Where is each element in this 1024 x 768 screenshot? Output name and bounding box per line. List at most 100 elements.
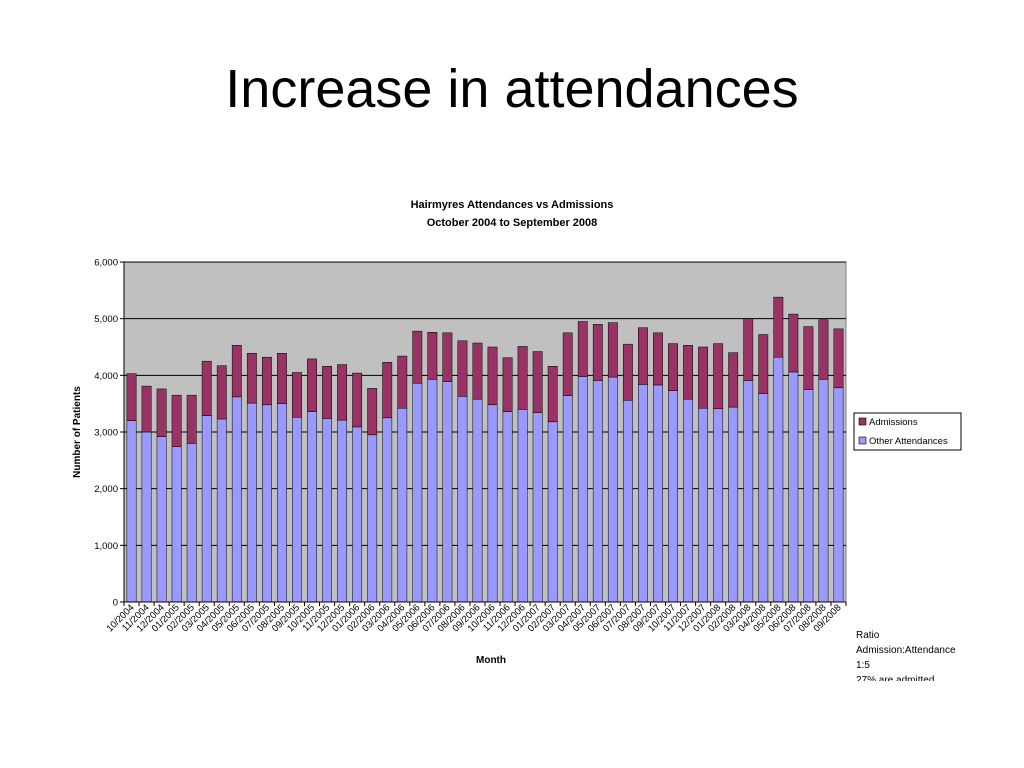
bar-admissions xyxy=(277,352,287,404)
bar-admissions xyxy=(261,356,272,406)
bar-other-attendances xyxy=(412,383,423,603)
bar-admissions xyxy=(216,365,227,420)
legend: Admissions Other Attendances xyxy=(853,412,962,451)
legend-swatch-admissions xyxy=(858,417,867,426)
bar-admissions xyxy=(758,334,769,394)
bar-admissions xyxy=(607,322,618,378)
bar-other-attendances xyxy=(788,371,799,603)
bar-other-attendances xyxy=(607,376,618,603)
bar-admissions xyxy=(382,362,393,419)
bar-other-attendances xyxy=(683,398,693,603)
bar-admissions xyxy=(653,332,663,386)
bar-admissions xyxy=(352,372,363,428)
note-line-3: 1:5 xyxy=(856,660,870,671)
bar-other-attendances xyxy=(307,411,317,603)
bar-other-attendances xyxy=(728,406,739,603)
bar-admissions xyxy=(668,343,678,391)
bar-admissions xyxy=(803,326,814,390)
bar-admissions xyxy=(367,388,378,436)
bar-other-attendances xyxy=(577,376,588,603)
gridlines xyxy=(124,261,846,546)
bar-other-attendances xyxy=(833,387,844,603)
y-tick-label: 4,000 xyxy=(94,371,118,382)
bar-other-attendances xyxy=(743,380,754,603)
bar-admissions xyxy=(818,319,829,380)
bar-other-attendances xyxy=(231,396,242,603)
bar-admissions xyxy=(713,343,724,410)
bar-admissions xyxy=(698,346,709,409)
bar-admissions xyxy=(246,352,257,404)
chart-subtitle: October 2004 to September 2008 xyxy=(427,217,598,229)
bar-admissions xyxy=(171,394,182,447)
note-line-4: 27% are admitted xyxy=(856,675,934,686)
bar-admissions xyxy=(141,385,152,433)
bar-other-attendances xyxy=(277,403,287,603)
bar-other-attendances xyxy=(216,418,227,603)
bar-other-attendances xyxy=(126,420,137,603)
bar-admissions xyxy=(472,342,483,400)
bar-other-attendances xyxy=(337,419,348,603)
bar-other-attendances xyxy=(653,384,663,603)
legend-box xyxy=(853,412,962,451)
bar-admissions xyxy=(337,364,348,421)
bar-other-attendances xyxy=(246,402,257,603)
bar-other-attendances xyxy=(773,356,784,603)
bar-admissions xyxy=(442,332,453,382)
bar-other-attendances xyxy=(186,443,197,603)
bar-other-attendances xyxy=(472,398,483,603)
bar-admissions xyxy=(562,332,573,396)
bar-other-attendances xyxy=(367,434,378,603)
bars xyxy=(126,296,844,603)
bar-other-attendances xyxy=(622,400,633,603)
note-line-2: Admission:Attendance xyxy=(856,645,956,656)
bar-admissions xyxy=(502,357,513,412)
bar-other-attendances xyxy=(352,426,363,603)
bar-admissions xyxy=(788,313,799,373)
bar-admissions xyxy=(833,328,844,389)
bar-other-attendances xyxy=(201,415,212,603)
bar-other-attendances xyxy=(818,379,829,603)
bar-admissions xyxy=(622,343,633,401)
bar-admissions xyxy=(743,318,754,381)
y-tick-label: 3,000 xyxy=(94,428,118,439)
x-axis-title: Month xyxy=(476,655,506,666)
bar-admissions xyxy=(547,366,558,423)
bar-other-attendances xyxy=(758,393,769,603)
bar-admissions xyxy=(773,296,784,358)
bar-other-attendances xyxy=(292,417,302,603)
bar-admissions xyxy=(683,345,693,400)
bar-admissions xyxy=(307,358,317,412)
bar-other-attendances xyxy=(382,417,393,603)
bar-admissions xyxy=(592,324,603,381)
bar-admissions xyxy=(201,360,212,416)
bar-admissions xyxy=(156,388,167,437)
bar-other-attendances xyxy=(171,446,182,603)
note-line-1: Ratio xyxy=(856,630,880,641)
bar-admissions xyxy=(186,394,197,444)
bar-admissions xyxy=(412,330,423,384)
bar-other-attendances xyxy=(442,381,453,603)
bar-admissions xyxy=(427,332,438,380)
bar-admissions xyxy=(577,321,588,377)
bar-other-attendances xyxy=(261,404,272,603)
axes: 01,0002,0003,0004,0005,0006,00010/200411… xyxy=(94,258,847,634)
bar-admissions xyxy=(126,373,137,421)
bar-admissions xyxy=(487,346,498,406)
bar-admissions xyxy=(532,351,543,413)
bar-other-attendances xyxy=(156,436,167,603)
bar-admissions xyxy=(322,366,332,419)
y-tick-label: 1,000 xyxy=(94,541,118,552)
bar-admissions xyxy=(728,352,739,408)
bar-other-attendances xyxy=(141,431,152,603)
y-tick-label: 0 xyxy=(113,598,118,609)
bar-other-attendances xyxy=(562,395,573,603)
y-tick-label: 2,000 xyxy=(94,484,118,495)
bar-other-attendances xyxy=(517,409,528,603)
bar-other-attendances xyxy=(803,389,814,603)
bar-other-attendances xyxy=(457,396,468,603)
bar-admissions xyxy=(638,327,648,385)
y-tick-label: 5,000 xyxy=(94,314,118,325)
bar-admissions xyxy=(517,346,528,410)
slide-title: Increase in attendances xyxy=(225,59,799,119)
legend-label-other-attendances: Other Attendances xyxy=(869,436,948,447)
